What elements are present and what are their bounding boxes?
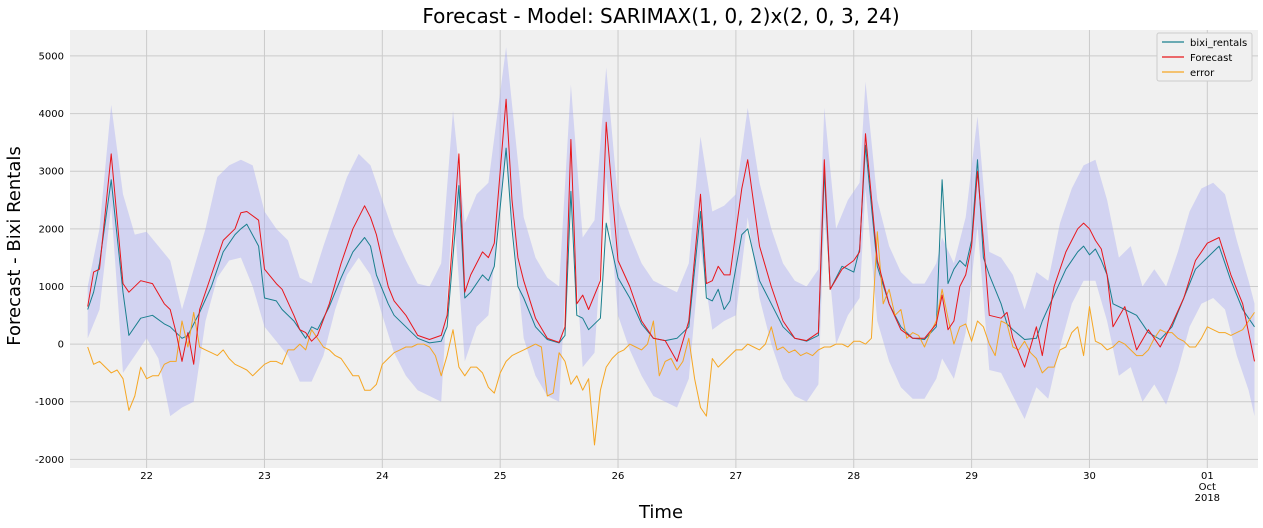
series-line-forecast	[87, 98, 1255, 368]
x-tick-label: 30	[1083, 471, 1096, 482]
x-tick-label: 26	[612, 471, 625, 482]
legend-box	[1156, 32, 1253, 82]
y-axis-ticks: -2000 -1000 0 1000 2000 3000 4000 5000	[35, 51, 64, 465]
y-tick-label: 0	[58, 340, 64, 351]
y-tick-label: 3000	[39, 167, 64, 178]
confidence-band	[87, 47, 1255, 420]
chart-title: Forecast - Model: SARIMAX(1, 0, 2)x(2, 0…	[422, 4, 899, 28]
x-tick-label: 27	[730, 471, 743, 482]
y-tick-label: 2000	[39, 224, 64, 235]
plot-background	[70, 30, 1258, 468]
legend: bixi_rentals Forecast error	[1156, 32, 1253, 82]
x-tick-sublabel: Oct	[1199, 482, 1216, 493]
x-tick-label: 23	[258, 471, 271, 482]
x-tick-label: 29	[965, 471, 978, 482]
y-tick-label: -1000	[35, 397, 64, 408]
y-tick-label: 5000	[39, 51, 64, 62]
confidence-band-area	[87, 47, 1255, 420]
x-tick-label: 01	[1201, 471, 1214, 482]
x-tick-label: 24	[376, 471, 389, 482]
series-lines	[87, 98, 1255, 446]
y-tick-label: 4000	[39, 109, 64, 120]
y-axis-title: Forecast - Bixi Rentals	[4, 146, 25, 345]
grid-lines	[70, 30, 1258, 468]
x-tick-label: 25	[494, 471, 507, 482]
legend-label-error: error	[1190, 68, 1215, 79]
y-tick-label: 1000	[39, 282, 64, 293]
x-axis-title: Time	[638, 502, 683, 523]
y-tick-label: -2000	[35, 455, 64, 466]
series-line-error	[87, 231, 1255, 446]
x-tick-label: 22	[140, 471, 153, 482]
legend-label-forecast: Forecast	[1190, 53, 1232, 64]
legend-label-bixi-rentals: bixi_rentals	[1190, 38, 1247, 49]
x-tick-sublabel: 2018	[1195, 493, 1220, 504]
x-tick-label: 28	[847, 471, 860, 482]
